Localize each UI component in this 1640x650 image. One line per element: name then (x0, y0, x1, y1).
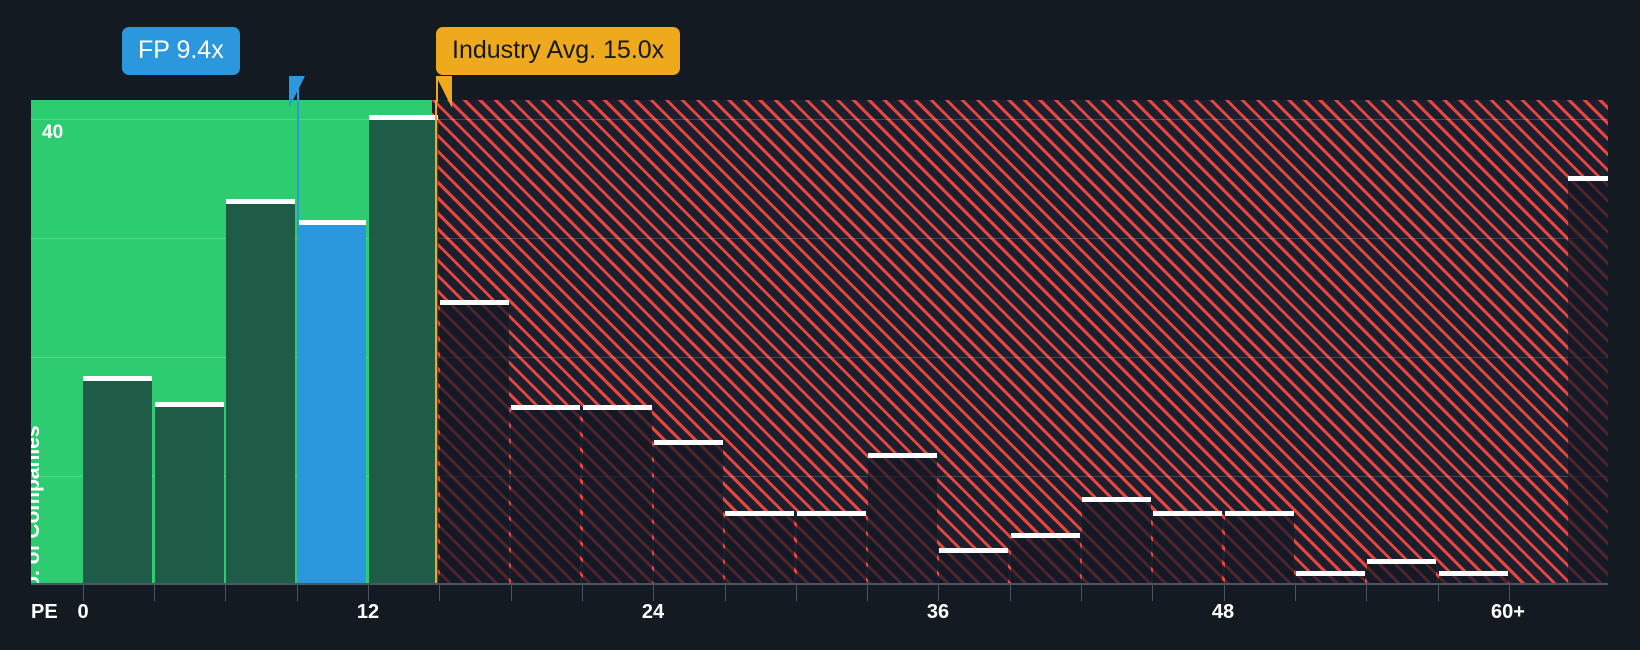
bar-18 (1367, 559, 1436, 583)
x-tick (1438, 585, 1439, 601)
gridline-30 (31, 238, 1608, 239)
bar-cap (440, 300, 509, 305)
bar-cap (725, 511, 794, 516)
bar-7 (583, 405, 652, 583)
bar-cap (1367, 559, 1436, 564)
bar-9 (725, 511, 794, 583)
bar-12 (939, 548, 1008, 583)
bar-cap (939, 548, 1008, 553)
x-tick (867, 585, 868, 601)
bar-cap (83, 376, 152, 381)
bar-cap (155, 402, 224, 407)
bar-cap (369, 115, 438, 120)
x-tick (511, 585, 512, 601)
bar-cap (868, 453, 937, 458)
fp-callout[interactable]: FP 9.4x (122, 27, 240, 75)
bar-cap (1296, 571, 1365, 576)
x-tick (1010, 585, 1011, 601)
x-tick (1295, 585, 1296, 601)
bar-cap (1568, 176, 1608, 181)
x-tick (154, 585, 155, 601)
bar-14 (1082, 497, 1151, 583)
y-axis-value-40: 40 (42, 122, 64, 143)
x-axis-title: PE (31, 601, 58, 623)
industry-callout-tail (436, 76, 452, 108)
bar-13 (1011, 533, 1080, 583)
bar-8 (654, 440, 723, 583)
bar-1 (155, 402, 224, 583)
gridline-40 (31, 119, 1608, 120)
bar-11 (868, 453, 937, 583)
x-tick (796, 585, 797, 601)
bar-cap (1153, 511, 1222, 516)
x-tick (938, 585, 939, 601)
x-tick (1366, 585, 1367, 601)
industry-callout-label: Industry Avg. 15.0x (452, 36, 665, 64)
x-tick (439, 585, 440, 601)
gridline-10 (31, 476, 1608, 477)
fp-marker-line (297, 100, 299, 583)
bar-5 (440, 300, 509, 583)
bar-cap (1225, 511, 1294, 516)
x-tick-label-36: 36 (926, 601, 950, 623)
bar-10 (797, 511, 866, 583)
bar-cap (654, 440, 723, 445)
x-tick (725, 585, 726, 601)
bar-15 (1153, 511, 1222, 583)
bar-4 (369, 115, 438, 583)
x-tick (1081, 585, 1082, 601)
x-tick (1509, 585, 1510, 601)
overvalued-zone (432, 100, 1608, 583)
x-tick-label-48: 48 (1211, 601, 1235, 623)
bar-cap (511, 405, 580, 410)
bar-cap (1439, 571, 1508, 576)
bar-20 (1568, 176, 1608, 583)
bar-cap (1011, 533, 1080, 538)
bar-cap (297, 220, 366, 225)
bar-19 (1439, 571, 1508, 583)
x-tick (368, 585, 369, 601)
x-tick-label-24: 24 (641, 601, 665, 623)
bar-0 (83, 376, 152, 583)
bar-2 (226, 199, 295, 583)
industry-marker-line (435, 100, 437, 583)
x-tick (297, 585, 298, 601)
bar-16 (1225, 511, 1294, 583)
bar-cap (1082, 497, 1151, 502)
fp-callout-label: FP 9.4x (138, 36, 224, 64)
fp-leader-line (297, 76, 299, 102)
x-tick (653, 585, 654, 601)
bar-3-fp (297, 220, 366, 583)
x-tick-label-60: 60+ (1491, 601, 1525, 623)
x-tick (1224, 585, 1225, 601)
industry-leader-line (436, 76, 438, 102)
x-tick (83, 585, 84, 601)
bar-17 (1296, 571, 1365, 583)
plot-area: 40 No. of Companies (31, 100, 1608, 583)
bar-cap (797, 511, 866, 516)
x-tick-label-0: 0 (77, 601, 89, 623)
bar-cap (583, 405, 652, 410)
x-tick-label-12: 12 (356, 601, 380, 623)
x-axis-line (31, 583, 1608, 585)
y-axis-title: No. of Companies (31, 425, 44, 583)
bar-cap (226, 199, 295, 204)
gridline-20 (31, 357, 1608, 358)
x-tick (225, 585, 226, 601)
x-tick (1152, 585, 1153, 601)
bar-6 (511, 405, 580, 583)
x-tick (582, 585, 583, 601)
industry-callout[interactable]: Industry Avg. 15.0x (436, 27, 681, 75)
